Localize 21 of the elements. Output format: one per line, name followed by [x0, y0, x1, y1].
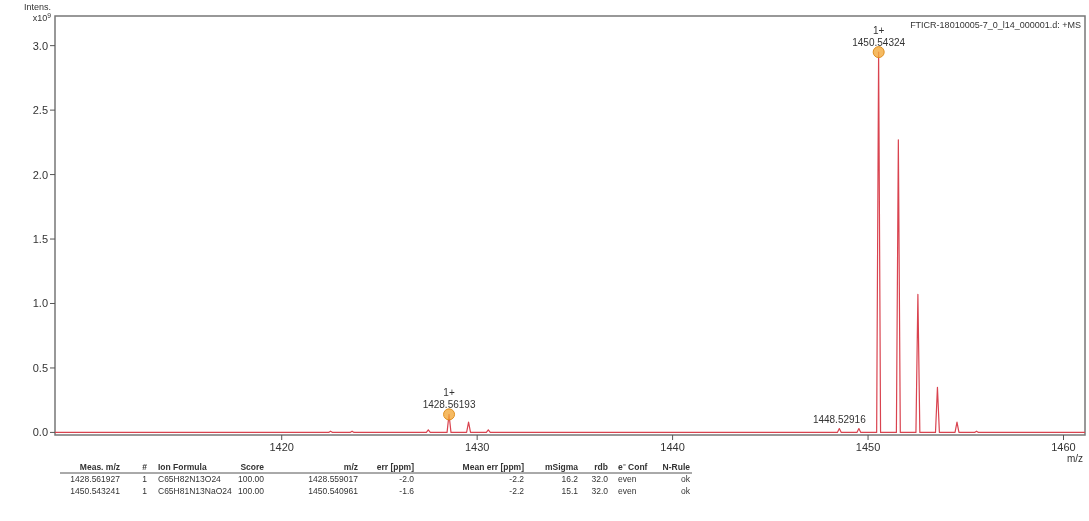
annotation: FTICR-18010005-7_0_l14_000001.d: +MS: [910, 20, 1081, 30]
annotation: 1+ 1428.56193: [422, 387, 476, 411]
text: 1428.561927 1 C65H82N13O24 100.00 1428.559017 -2.0 -2.2 16.2 32.0 even ok: [70, 474, 690, 484]
text: 1450.543241 1 C65H81N13NaO24 100.00 1450.540961 -1.6 -2.2 15.1 32.0 even ok: [70, 486, 690, 496]
x-tick-label: 1440: [660, 441, 685, 453]
y-tick-label: 1.0: [32, 297, 48, 310]
x-tick-label: 1450: [855, 441, 881, 453]
x-tick-label: 1420: [269, 441, 294, 453]
y-tick-label: 1.5: [32, 233, 48, 246]
y-tick-label: 2.0: [32, 168, 48, 181]
annotation: 1448.52916: [812, 413, 867, 425]
x-tick-label: 1430: [464, 441, 490, 453]
y-tick-label: 2.5: [32, 104, 48, 117]
y-tick-label: 3.0: [32, 39, 48, 52]
y-tick-label: 0.5: [32, 361, 48, 374]
y-tick-label: 0.0: [32, 426, 48, 439]
x-tick-label: 1460: [1051, 441, 1076, 453]
x-axis-title: m/z: [1066, 453, 1083, 464]
y-axis-title: Intens. x10$^{9}$: [23, 2, 52, 23]
annotation: 1+ 1450.54324: [852, 25, 906, 49]
text: Meas. m/z # Ion Formula Score m/z err [ppm] Mean err [ppm] mSigma rdb e⁻ Conf N-Rule: [79, 462, 690, 472]
